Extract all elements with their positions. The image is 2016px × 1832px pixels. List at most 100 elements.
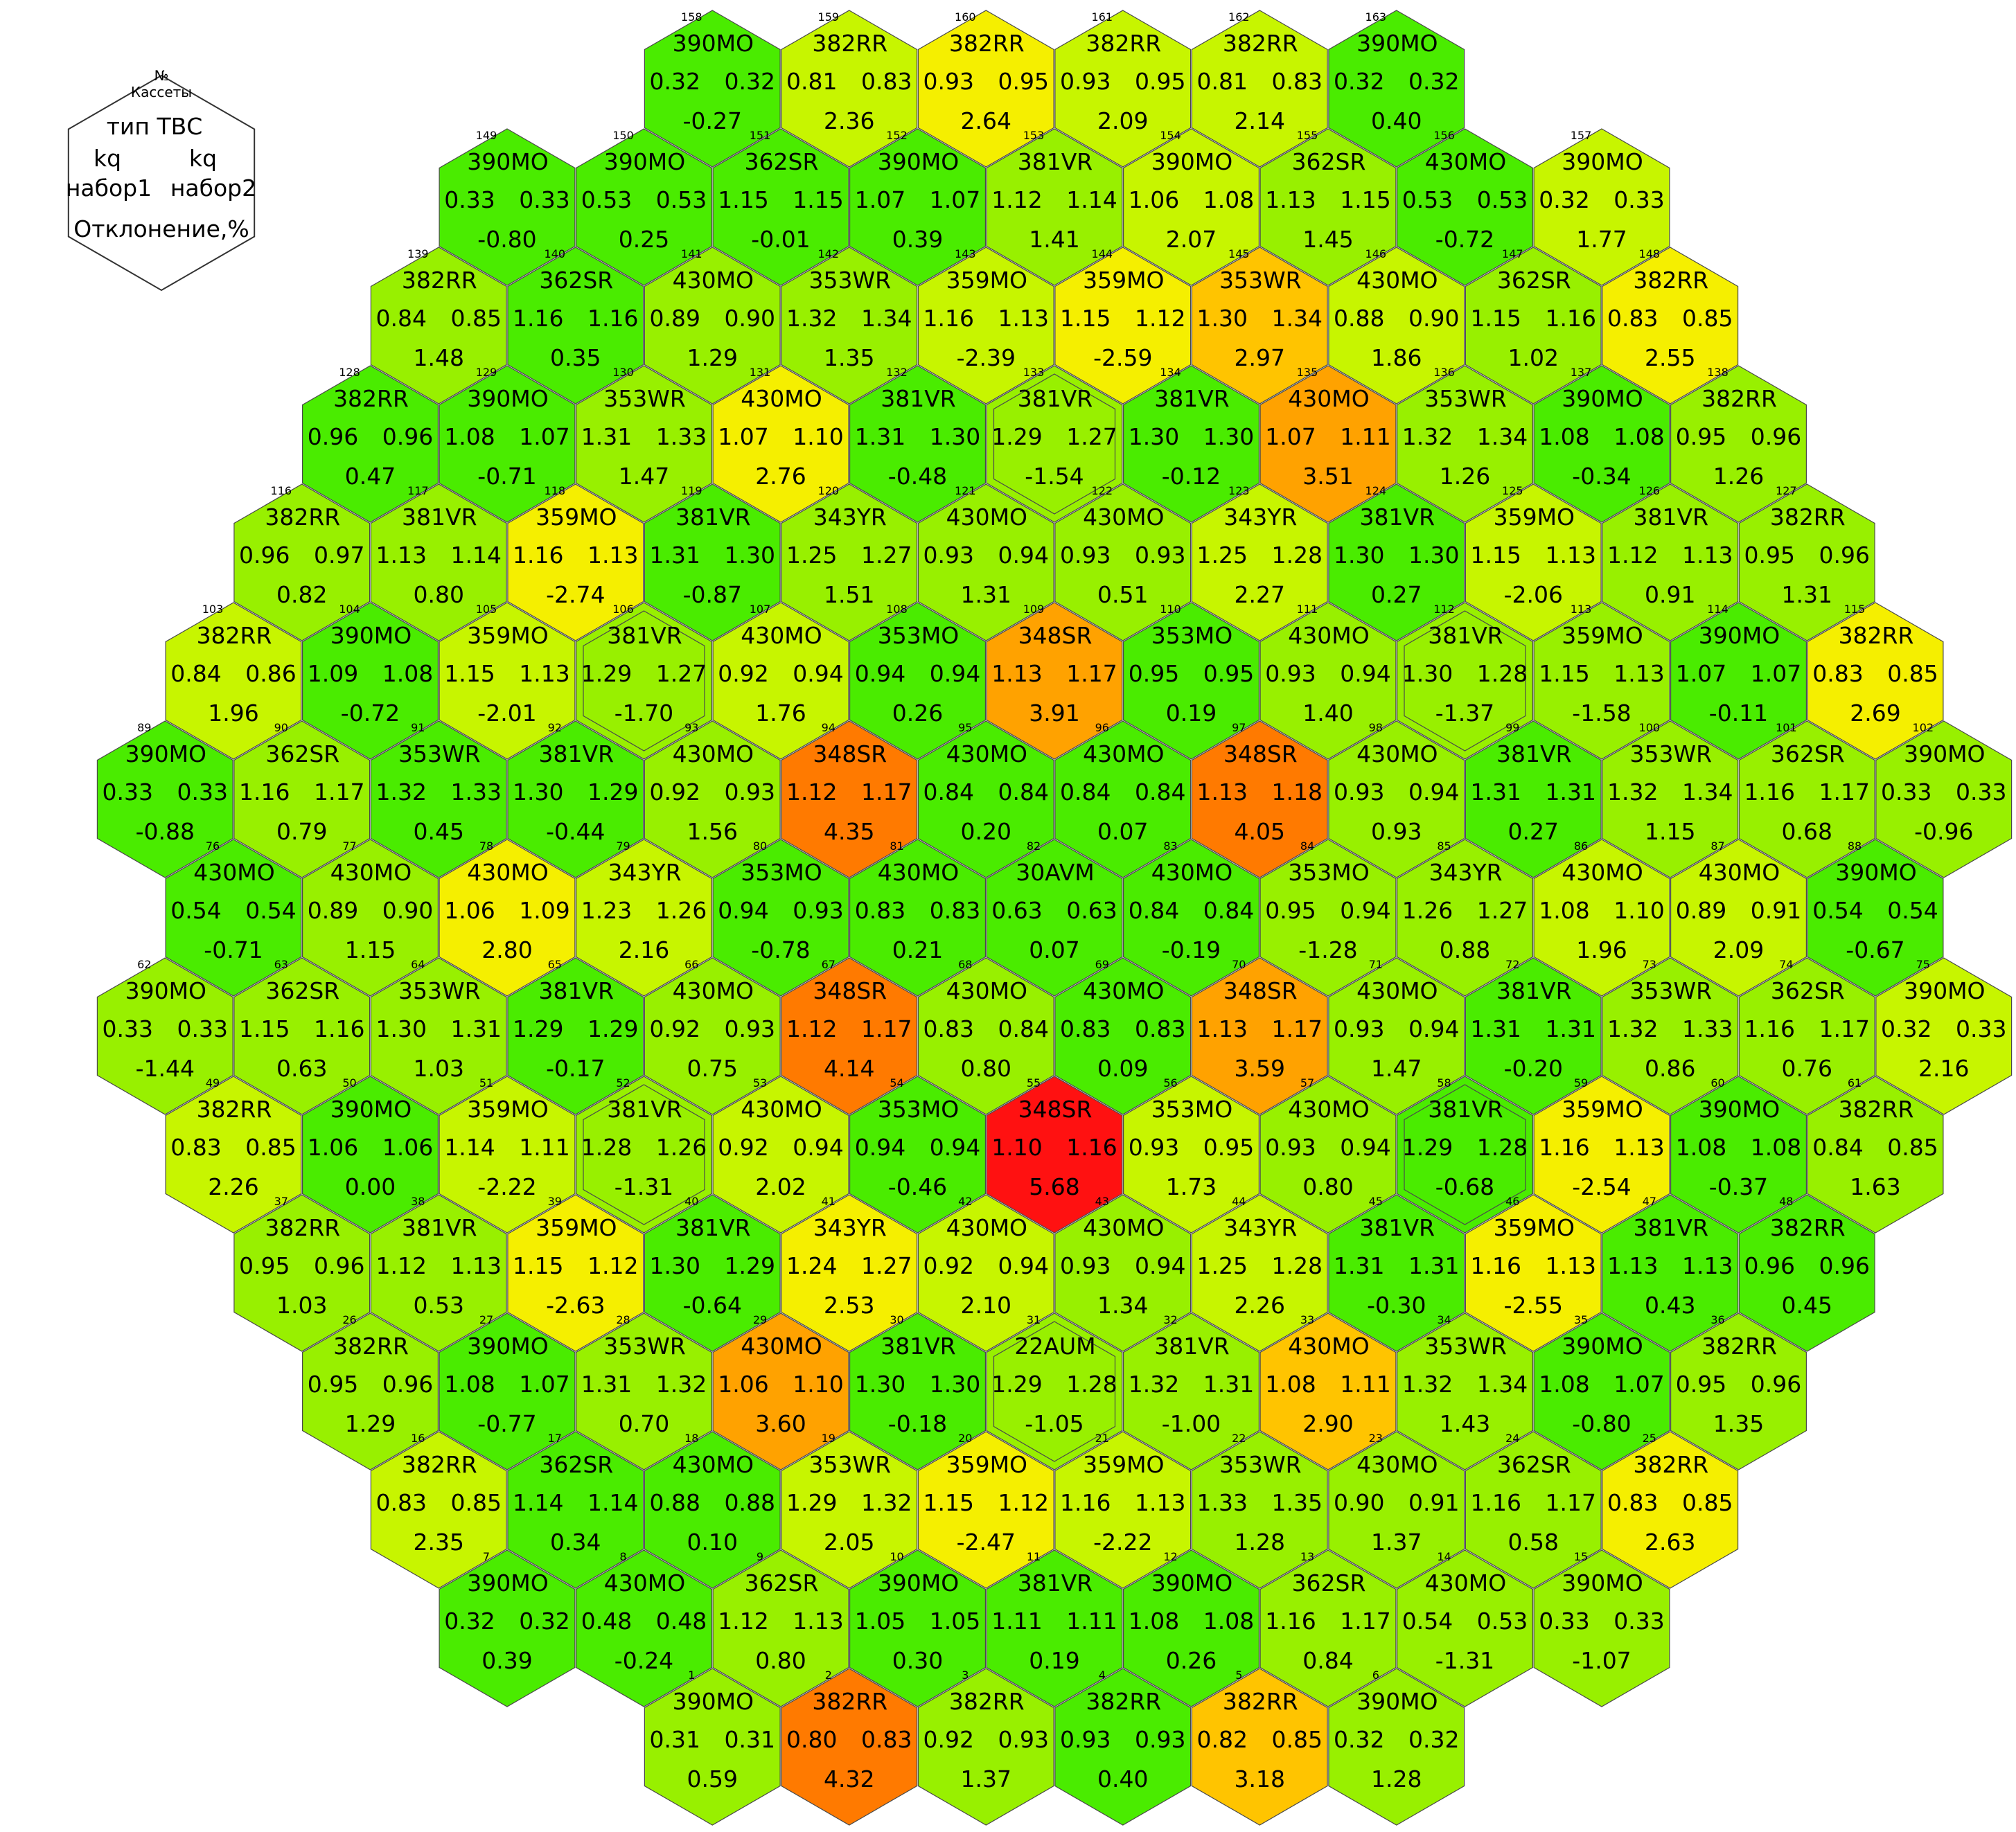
cassette-cell: 160 382RR 0.93 0.95 2.64 <box>917 10 1054 168</box>
cassette-hexagon <box>1259 1076 1397 1234</box>
cassette-hexagon <box>1191 1431 1328 1589</box>
cassette-number: 123 <box>1228 484 1250 497</box>
deviation-percent: 0.80 <box>755 1647 806 1674</box>
cassette-type: 430MO <box>1356 1451 1438 1478</box>
kq-set2: 1.11 <box>1066 1608 1117 1635</box>
cassette-number: 89 <box>137 721 151 734</box>
deviation-percent: 0.40 <box>1371 107 1422 134</box>
cassette-number: 160 <box>955 10 976 24</box>
kq-set2: 0.32 <box>1408 1726 1459 1753</box>
cassette-type: 343YR <box>1223 504 1297 531</box>
cassette-cell: 78 430MO 1.06 1.09 2.80 <box>439 839 576 997</box>
kq-set1: 1.32 <box>1129 1371 1179 1398</box>
deviation-percent: 0.10 <box>687 1529 738 1556</box>
kq-set1: 0.83 <box>170 1134 221 1161</box>
kq-set2: 1.28 <box>1477 660 1528 687</box>
kq-set1: 1.31 <box>581 1371 632 1398</box>
cassette-cell: 157 390MO 0.32 0.33 1.77 <box>1533 128 1670 286</box>
kq-set2: 0.33 <box>177 779 228 806</box>
kq-set1: 1.16 <box>923 305 974 332</box>
deviation-percent: 0.80 <box>1302 1173 1353 1200</box>
cassette-number: 1 <box>688 1669 695 1682</box>
kq-set1: 1.06 <box>718 1371 768 1398</box>
kq-set1: 0.96 <box>308 423 358 450</box>
cassette-inner-border <box>583 1084 705 1225</box>
cassette-cell: 67 348SR 1.12 1.17 4.14 <box>781 957 918 1115</box>
cassette-number: 12 <box>1163 1550 1177 1563</box>
cassette-number: 147 <box>1502 247 1523 260</box>
cassette-number: 107 <box>750 603 771 616</box>
cassette-hexagon <box>712 1549 849 1707</box>
cassette-hexagon <box>986 1076 1123 1234</box>
kq-set2: 1.35 <box>1272 1489 1323 1516</box>
cassette-hexagon <box>781 957 918 1115</box>
cassette-number: 81 <box>890 839 903 853</box>
kq-set2: 1.31 <box>1546 779 1596 806</box>
deviation-percent: 0.26 <box>892 700 943 727</box>
deviation-percent: 1.31 <box>961 581 1011 608</box>
kq-set1: 1.29 <box>581 660 632 687</box>
cassette-cell: 61 382RR 0.84 0.85 1.63 <box>1807 1076 1944 1234</box>
cassette-hexagon <box>1328 247 1465 404</box>
deviation-percent: -0.80 <box>1572 1410 1631 1437</box>
kq-set1: 1.30 <box>1334 542 1384 569</box>
cassette-cell: 118 359MO 1.16 1.13 -2.74 <box>507 483 644 641</box>
kq-set2: 0.48 <box>656 1608 707 1635</box>
cassette-hexagon <box>370 1431 507 1589</box>
cassette-type: 430MO <box>1083 1214 1164 1241</box>
cassette-cell: 55 348SR 1.10 1.16 5.68 <box>986 1076 1123 1234</box>
cassette-type: 353WR <box>1219 267 1302 294</box>
cassette-cell: 102 390MO 0.33 0.33 -0.96 <box>1875 720 2013 878</box>
cassette-hexagon <box>1396 1549 1533 1707</box>
cassette-hexagon <box>1054 1431 1192 1589</box>
cassette-hexagon <box>1670 365 1807 523</box>
kq-set1: 1.12 <box>786 1015 837 1042</box>
cassette-type: 381VR <box>539 977 614 1004</box>
kq-set2: 1.29 <box>725 1252 775 1279</box>
deviation-percent: 0.53 <box>414 1292 464 1319</box>
kq-set1: 0.96 <box>239 542 290 569</box>
kq-set2: 1.34 <box>1272 305 1323 332</box>
cassette-hexagon <box>1191 957 1328 1115</box>
cassette-hexagon <box>302 839 439 997</box>
cassette-type: 353MO <box>878 622 959 649</box>
kq-set1: 0.94 <box>718 897 768 924</box>
kq-set1: 1.29 <box>513 1015 563 1042</box>
kq-set2: 1.15 <box>793 186 843 213</box>
cassette-cell: 73 353WR 1.32 1.33 0.86 <box>1602 957 1739 1115</box>
cassette-number: 162 <box>1228 10 1250 24</box>
cassette-type: 430MO <box>741 622 822 649</box>
kq-set2: 1.13 <box>587 542 638 569</box>
cassette-hexagon <box>1602 483 1739 641</box>
cassette-type: 430MO <box>604 1569 685 1597</box>
cassette-hexagon <box>96 720 233 878</box>
kq-set2: 0.33 <box>519 186 569 213</box>
cassette-cell: 109 348SR 1.13 1.17 3.91 <box>986 602 1123 760</box>
cassette-hexagon <box>917 10 1054 168</box>
cassette-cell: 7 390MO 0.32 0.32 0.39 <box>439 1549 576 1707</box>
kq-set2: 1.08 <box>382 660 433 687</box>
kq-set1: 0.95 <box>1676 1371 1726 1398</box>
kq-set1: 1.08 <box>1539 423 1589 450</box>
deviation-percent: 2.09 <box>1713 936 1764 963</box>
cassette-hexagon <box>1054 720 1192 878</box>
cassette-type: 390MO <box>1151 148 1232 175</box>
cassette-number: 126 <box>1639 484 1661 497</box>
cassette-type: 362SR <box>265 977 339 1004</box>
cassette-type: 382RR <box>333 1333 409 1360</box>
cassette-number: 155 <box>1297 129 1318 142</box>
cassette-number: 68 <box>958 958 972 971</box>
cassette-number: 156 <box>1433 129 1455 142</box>
cassette-hexagon <box>165 602 302 760</box>
kq-set2: 1.14 <box>451 542 502 569</box>
deviation-percent: 3.60 <box>755 1410 806 1437</box>
cassette-type: 381VR <box>1154 385 1230 412</box>
kq-set2: 0.95 <box>1135 68 1185 95</box>
cassette-number: 71 <box>1369 958 1383 971</box>
deviation-percent: -2.54 <box>1572 1173 1631 1200</box>
kq-set1: 1.14 <box>513 1489 563 1516</box>
deviation-percent: 1.47 <box>619 463 669 490</box>
cassette-cell: 81 430MO 0.83 0.83 0.21 <box>849 839 987 997</box>
cassette-cell: 56 353MO 0.93 0.95 1.73 <box>1122 1076 1260 1234</box>
cassette-hexagon <box>507 1431 644 1589</box>
